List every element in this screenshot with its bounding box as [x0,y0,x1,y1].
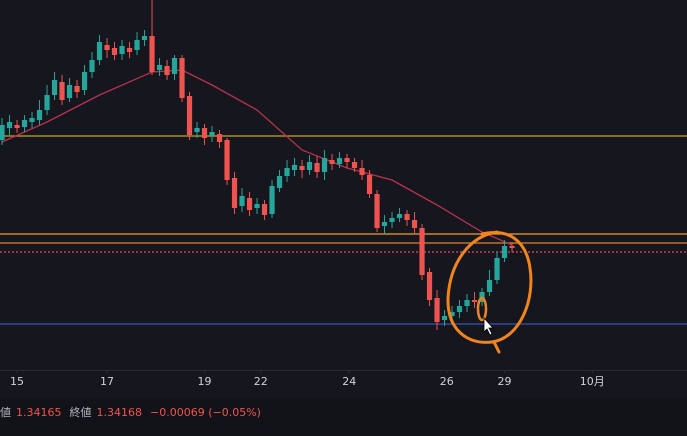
candle-body [501,246,508,258]
candle-body [449,312,455,316]
x-tick-label: 26 [440,375,454,388]
candle-body [156,65,163,70]
candle-body [29,118,35,122]
candle-body [246,198,253,210]
candle-body [276,176,283,188]
candle-body [359,168,365,175]
annotation-circle [446,230,533,344]
plot: 15 17 19 22 24 26 29 10月 [0,0,687,388]
candle-body [44,95,50,110]
annotation-tail [492,340,501,354]
status-bar [0,398,687,436]
candle-body [74,86,80,92]
candle-body [171,58,178,74]
candle-body [201,128,208,138]
annotation-small-circle [476,296,488,322]
candle-body [141,36,148,40]
candle-body [186,96,193,135]
candle-body [81,72,88,90]
status-value: 1.34165 [16,406,62,419]
candle-body [306,162,313,170]
candle-body [299,166,305,170]
status-label: 終値 [70,405,92,419]
x-tick-label: 29 [498,375,512,388]
status: 値 1.34165 終値 1.34168 −0.00069 (−0.05%) [0,405,261,419]
cursor [483,316,494,336]
status-value: −0.00069 (−0.05%) [150,406,261,419]
candle-body [231,178,238,208]
candle-body [456,306,463,312]
candle-body [14,125,20,128]
candle-body [441,316,448,320]
candle-body [396,214,403,218]
candle-body [119,46,125,54]
candle-body [51,80,58,95]
candle-body [509,246,515,248]
candle-body [6,122,13,128]
candle-body [374,194,380,228]
candle-body [419,228,425,275]
candle-body [134,40,140,50]
candle-body [494,258,500,280]
candle-body [179,58,185,98]
x-tick-label: 15 [10,375,24,388]
candle-body [261,204,268,215]
candle-body [0,125,5,140]
candle-body [486,280,493,292]
candle-body [464,300,470,306]
candle-body [149,36,155,72]
candle-body [269,186,275,214]
x-tick-label: 10月 [580,375,605,388]
candle-body [344,158,350,162]
candle-body [336,158,343,164]
candle-body [164,66,170,75]
candle-body [111,48,118,55]
candle-body [239,196,245,206]
candle-body [389,218,395,222]
candle-body [329,160,335,164]
candle-body [104,45,110,50]
moving-average [1,69,513,246]
x-tick-label: 24 [342,375,356,388]
candle-body [404,214,410,220]
x-tick-label: 17 [100,375,114,388]
candle-body [411,220,418,228]
status-label: 値 [0,406,11,419]
x-tick-label: 19 [198,375,212,388]
candle-body [224,140,230,180]
candle-body [66,85,73,98]
candle-body [59,82,65,100]
candle-body [291,165,298,170]
candle-body [366,175,373,194]
candle-body [36,110,43,120]
candle-body [314,163,320,172]
candle-body [209,132,215,136]
candle-body [426,272,433,300]
candle-body [381,222,388,226]
candle-body [351,162,358,168]
candle-body [216,134,223,142]
candle-body [471,300,478,302]
candle-body [89,60,95,72]
candle-body [21,120,28,127]
x-tick-label: 22 [254,375,268,388]
candle-body [254,204,260,208]
status-value: 1.34168 [97,406,143,419]
candle-body [194,128,200,132]
candle-body [126,48,133,52]
candle-body [434,298,440,322]
candle-body [321,158,328,172]
candle-body [284,168,290,176]
candle-body [96,42,103,60]
